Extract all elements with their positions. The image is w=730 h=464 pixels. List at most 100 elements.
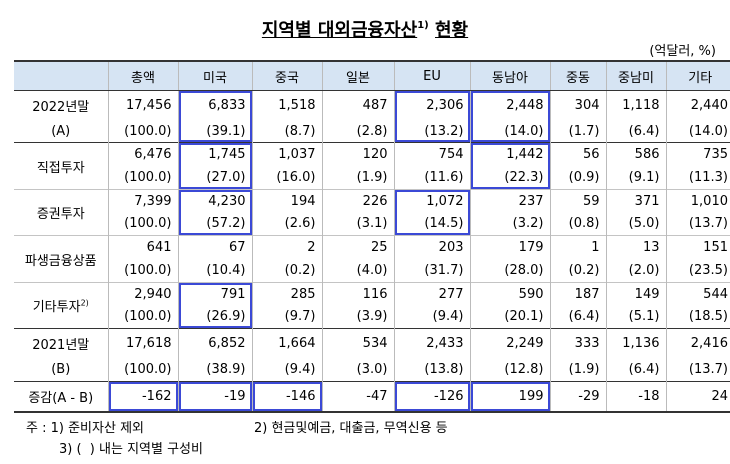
title-text: 지역별 대외금융자산	[261, 20, 418, 41]
cell-value: 2,416	[665, 328, 730, 358]
cell-share: (13.2)	[393, 119, 470, 143]
cell-share: (22.3)	[469, 166, 550, 190]
cell-share: (57.2)	[177, 212, 252, 236]
cell-share: (5.1)	[605, 305, 666, 329]
cell-value: 735	[665, 142, 730, 167]
cell-value: 13	[605, 235, 666, 260]
cell-value: 7,399	[107, 188, 178, 213]
cell-diff: -47	[321, 380, 394, 413]
cell-diff: 199	[469, 380, 550, 413]
cell-value: 277	[393, 281, 470, 306]
cell-value: 2,448	[469, 89, 550, 120]
cell-value: 2,440	[665, 89, 730, 120]
asset-table: 총액 미국 중국 일본 EU 동남아 중동 중남미 기타 2022년말 17,45…	[14, 60, 730, 413]
cell-share: (1.7)	[549, 119, 606, 143]
cell-share: (14.5)	[393, 212, 470, 236]
cell-share: (27.0)	[177, 166, 252, 190]
row-label: 증권투자	[14, 188, 108, 236]
cell-share: (11.3)	[665, 166, 730, 190]
cell-value: 641	[107, 235, 178, 260]
row-label: 파생금융상품	[14, 235, 108, 283]
cell-share: (100.0)	[107, 259, 178, 283]
table-row: 2022년말 17,456 6,833 1,518 487 2,306 2,448 304 1,…	[14, 89, 730, 120]
cell-value: 149	[605, 281, 666, 306]
cell-value: 590	[469, 281, 550, 306]
row-label-text: 증권투자	[36, 207, 85, 223]
cell-share: (39.1)	[177, 119, 252, 143]
page-title: 지역별 대외금융자산1) 현황	[0, 16, 730, 42]
cell-value: 2,306	[393, 89, 470, 120]
cell-share: (1.9)	[321, 166, 394, 190]
cell-share: (38.9)	[177, 357, 252, 382]
row-label-text: 2021년말	[32, 338, 90, 354]
cell-value: 194	[251, 188, 322, 213]
cell-share: (0.9)	[549, 166, 606, 190]
cell-share: (8.7)	[251, 119, 322, 143]
col-header: 중국	[251, 60, 322, 91]
title-suffix: 현황	[435, 20, 469, 41]
cell-share: (2.8)	[321, 119, 394, 143]
table-row: 파생금융상품 641 67 2 25 203 179 1 13 151	[14, 235, 730, 283]
cell-share: (2.0)	[605, 259, 666, 283]
cell-share: (14.0)	[665, 119, 730, 143]
cell-diff: 24	[665, 380, 730, 413]
cell-value: 1,118	[605, 89, 666, 120]
cell-value: 4,230	[177, 188, 252, 213]
cell-share: (28.0)	[469, 259, 550, 283]
title-footnote-mark: 1)	[417, 20, 429, 31]
table-row-share: (100.0) (26.9) (9.7) (3.9) (9.4) (20.1) (6.4)(…	[14, 305, 730, 329]
cell-share: (3.9)	[321, 305, 394, 329]
cell-value: 17,456	[107, 89, 178, 120]
cell-share: (9.1)	[605, 166, 666, 190]
row-label-text: 파생금융상품	[24, 253, 97, 269]
cell-share: (6.4)	[605, 357, 666, 382]
row-label: 기타투자2)	[14, 281, 108, 329]
cell-value: 1,745	[177, 142, 252, 167]
cell-value: 1,442	[469, 142, 550, 167]
cell-value: 17,618	[107, 328, 178, 358]
col-header: EU	[393, 60, 470, 91]
row-label: 직접투자	[14, 142, 108, 190]
cell-value: 1,010	[665, 188, 730, 213]
cell-share: (9.4)	[251, 357, 322, 382]
table-row-share: (100.0) (27.0) (16.0) (1.9) (11.6) (22.3) (0.9…	[14, 166, 730, 190]
cell-share: (18.5)	[665, 305, 730, 329]
table-row: 2021년말 17,618 6,852 1,664 534 2,433 2,249 333 1,…	[14, 328, 730, 358]
cell-share: (13.8)	[393, 357, 470, 382]
cell-share: (26.9)	[177, 305, 252, 329]
cell-value: 1	[549, 235, 606, 260]
cell-share: (13.7)	[665, 212, 730, 236]
cell-value: 371	[605, 188, 666, 213]
table-row: 직접투자 6,476 1,745 1,037 120 754 1,442 56 586 735	[14, 142, 730, 190]
footnote-3: 3) ( ) 내는 지역별 구성비	[59, 442, 203, 457]
cell-value: 59	[549, 188, 606, 213]
cell-value: 116	[321, 281, 394, 306]
cell-value: 1,664	[251, 328, 322, 358]
table-body: 2022년말 17,456 6,833 1,518 487 2,306 2,448 304 1,…	[14, 89, 730, 413]
cell-value: 6,833	[177, 89, 252, 120]
cell-share: (9.7)	[251, 305, 322, 329]
table-row-share: (B) (100.0) (38.9) (9.4) (3.0) (13.8) (12.8) (1…	[14, 357, 730, 382]
cell-diff: -146	[251, 380, 322, 413]
cell-value: 187	[549, 281, 606, 306]
row-label-text: 기타투자	[32, 299, 81, 315]
cell-value: 67	[177, 235, 252, 260]
cell-share: (16.0)	[251, 166, 322, 190]
cell-value: 586	[605, 142, 666, 167]
footnote-prefix: 주 :	[26, 421, 47, 436]
row-label: 2022년말	[14, 89, 108, 120]
cell-share: (14.0)	[469, 119, 550, 143]
cell-share: (100.0)	[107, 119, 178, 143]
cell-diff: -18	[605, 380, 666, 413]
cell-share: (3.2)	[469, 212, 550, 236]
row-label-text: 2022년말	[32, 99, 90, 115]
cell-diff: -19	[177, 380, 252, 413]
col-header: 동남아	[469, 60, 550, 91]
table-row: 기타투자2) 2,940 791 285 116 277 590 187 149 544	[14, 281, 730, 329]
cell-share: (100.0)	[107, 212, 178, 236]
cell-value: 2,433	[393, 328, 470, 358]
cell-value: 6,852	[177, 328, 252, 358]
cell-share: (3.1)	[321, 212, 394, 236]
cell-value: 1,072	[393, 188, 470, 213]
footnotes: 주 : 1) 준비자산 제외 2) 현금및예금, 대출금, 무역신용 등 3) (…	[26, 418, 448, 460]
